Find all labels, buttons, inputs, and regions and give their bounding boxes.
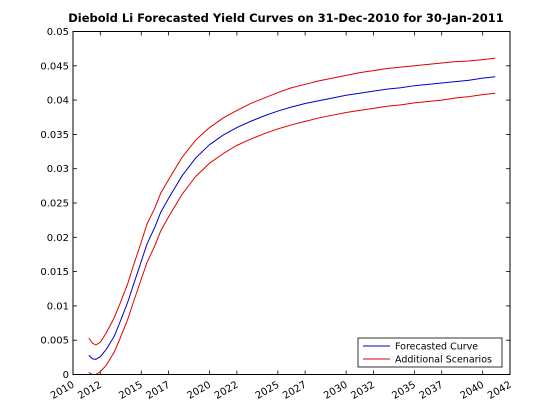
x-tick-label: 2010 xyxy=(49,380,77,402)
y-tick-label: 0.045 xyxy=(40,61,69,72)
y-tick-label: 0.04 xyxy=(47,96,69,107)
y-tick-label: 0.025 xyxy=(40,199,69,210)
x-tick-label: 2027 xyxy=(281,380,309,402)
series-forecasted-curve xyxy=(88,76,496,360)
x-tick-label: 2035 xyxy=(390,380,418,402)
x-tick-label: 2025 xyxy=(254,380,282,402)
x-tick-label: 2030 xyxy=(322,380,350,402)
x-tick-label: 2012 xyxy=(76,380,104,402)
chart-title: Diebold Li Forecasted Yield Curves on 31… xyxy=(68,11,503,25)
legend-box xyxy=(357,337,503,368)
y-tick-label: 0.05 xyxy=(47,27,69,38)
x-tick-label: 2032 xyxy=(349,380,377,402)
x-tick-label: 2042 xyxy=(486,380,514,402)
legend-label-scenarios: Additional Scenarios xyxy=(395,355,492,366)
y-tick-label: 0.035 xyxy=(40,130,69,141)
legend-label-forecasted: Forecasted Curve xyxy=(395,342,478,353)
legend: Forecasted Curve Additional Scenarios xyxy=(357,337,503,368)
x-tick-label: 2037 xyxy=(418,380,446,402)
x-tick-label: 2015 xyxy=(117,380,145,402)
y-tick-label: 0 xyxy=(63,370,69,381)
series-lines xyxy=(88,57,496,375)
y-tick-label: 0.015 xyxy=(40,267,69,278)
y-tick-label: 0.03 xyxy=(47,164,69,175)
series-scenario-upper xyxy=(88,57,496,346)
x-tick-label: 2017 xyxy=(145,380,173,402)
x-tick-label: 2040 xyxy=(459,380,487,402)
y-tick-label: 0.02 xyxy=(47,233,69,244)
x-tick-label: 2020 xyxy=(186,380,214,402)
series-scenario-lower xyxy=(88,92,496,375)
y-tick-label: 0.005 xyxy=(40,336,69,347)
y-tick-label: 0.01 xyxy=(47,301,69,312)
plot-area-frame xyxy=(72,31,511,375)
x-tick-label: 2022 xyxy=(213,380,241,402)
